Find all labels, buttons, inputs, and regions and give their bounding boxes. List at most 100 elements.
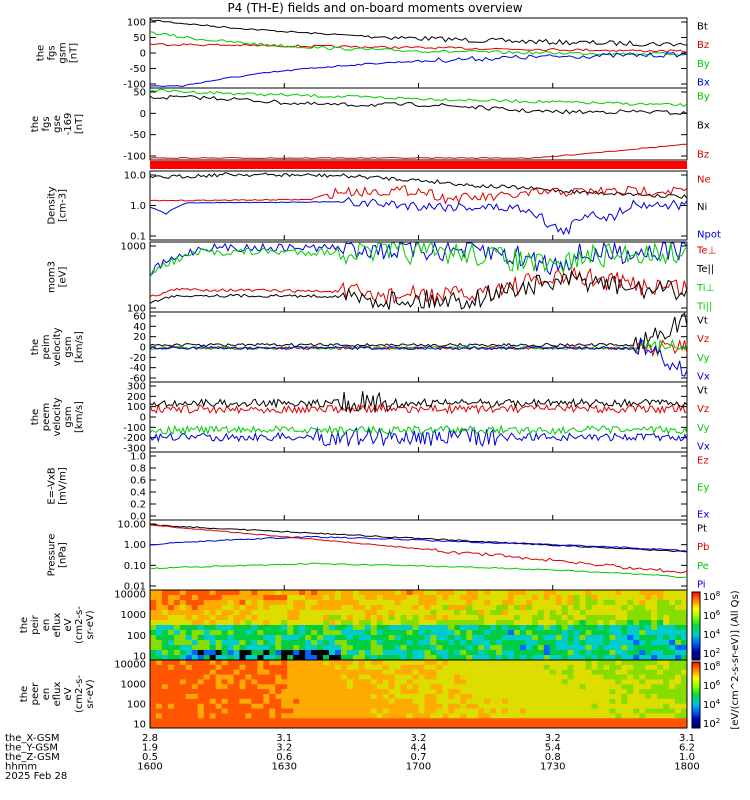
series-te-par2	[149, 269, 688, 310]
y-tick-label: 0.01	[124, 582, 146, 593]
spectro-cell	[478, 698, 485, 705]
spectro-cell	[275, 645, 282, 651]
spectro-cell	[561, 620, 569, 626]
spectro-cell	[364, 620, 372, 626]
spectro-cell	[161, 630, 169, 636]
spectro-cell	[269, 590, 276, 596]
spectro-cell	[209, 650, 217, 656]
spectro-cell	[203, 713, 211, 719]
spectro-cell	[305, 694, 312, 700]
spectro-cell	[597, 674, 604, 680]
spectro-cell	[323, 615, 330, 621]
spectro-cell	[412, 713, 419, 719]
spectro-cell	[484, 718, 491, 724]
spectro-cell	[167, 713, 175, 719]
spectro-cell	[412, 718, 419, 724]
spectro-cell	[591, 660, 598, 666]
spectro-cell	[263, 600, 270, 606]
spectro-cell	[179, 655, 187, 661]
spectro-cell	[621, 703, 628, 709]
spectro-cell	[340, 703, 348, 709]
spectro-cell	[358, 703, 366, 709]
spectro-cell	[293, 650, 300, 656]
spectro-cell	[251, 620, 258, 626]
spectro-cell	[537, 694, 545, 700]
spectro-cell	[173, 684, 181, 690]
spectro-cell	[472, 708, 479, 714]
spectro-cell	[597, 689, 604, 695]
spectro-cell	[275, 640, 282, 646]
spectro-cell	[376, 605, 384, 611]
spectro-cell	[305, 718, 312, 724]
spectro-cell	[227, 664, 234, 671]
spectro-cell	[376, 713, 384, 719]
spectro-cell	[621, 610, 628, 616]
spectro-cell	[197, 679, 205, 685]
series-pe	[149, 562, 687, 578]
spectro-cell	[418, 718, 425, 724]
legend-entry: By	[697, 59, 710, 70]
spectro-cell	[537, 605, 545, 611]
spectro-cell	[155, 669, 163, 675]
spectro-cell	[609, 703, 616, 709]
spectro-cell	[287, 684, 294, 690]
spectro-cell	[346, 679, 354, 685]
y-axis-label: [km/s]	[74, 401, 85, 433]
spectro-cell	[621, 679, 628, 685]
spectro-cell	[263, 635, 270, 641]
spectro-cell	[221, 635, 228, 641]
spectro-cell	[406, 605, 413, 611]
spectro-cell	[597, 694, 604, 700]
spectro-cell	[215, 664, 222, 671]
spectro-cell	[478, 689, 485, 695]
spectro-cell	[484, 625, 491, 631]
spectro-cell	[525, 708, 533, 714]
spectro-cell	[591, 610, 598, 616]
spectro-cell	[340, 615, 348, 621]
spectro-cell	[681, 590, 688, 596]
spectro-cell	[382, 684, 390, 690]
spectro-cell	[287, 669, 294, 675]
spectro-cell	[442, 590, 449, 596]
spectro-cell	[161, 625, 169, 631]
spectro-cell	[657, 650, 664, 656]
spectro-cell	[221, 630, 228, 636]
spectro-cell	[603, 625, 610, 631]
spectro-cell	[543, 650, 551, 656]
spectro-cell	[311, 615, 318, 621]
spectro-cell	[496, 669, 503, 675]
spectro-cell	[478, 610, 485, 616]
spectro-cell	[311, 640, 318, 646]
spectro-cell	[388, 723, 396, 729]
y-axis-label: [eV]	[58, 267, 69, 288]
spectro-cell	[412, 590, 419, 596]
spectro-cell	[382, 718, 390, 724]
spectro-cell	[251, 640, 258, 646]
spectro-cell	[525, 590, 533, 596]
y-tick-label: 100	[127, 18, 146, 29]
spectro-cell	[173, 640, 181, 646]
spectro-cell	[531, 713, 539, 719]
footer-value: 6.2	[679, 743, 695, 754]
spectro-cell	[352, 625, 360, 631]
spectro-cell	[663, 703, 670, 709]
spectro-cell	[537, 723, 545, 729]
y-axis-label: (cm2-s-	[74, 675, 85, 713]
spectro-cell	[257, 664, 264, 671]
spectro-cell	[233, 679, 240, 685]
spectro-cell	[591, 640, 598, 646]
spectro-cell	[448, 645, 455, 651]
spectro-cell	[519, 650, 527, 656]
spectro-cell	[651, 713, 658, 719]
spectro-cell	[585, 640, 592, 646]
spectro-cell	[508, 689, 515, 695]
spectro-cell	[370, 640, 378, 646]
spectro-cell	[436, 660, 443, 666]
spectro-cell	[287, 600, 294, 606]
spectro-cell	[323, 600, 330, 606]
spectro-cell	[657, 718, 664, 724]
spectro-cell	[633, 689, 640, 695]
spectro-cell	[323, 703, 330, 709]
spectro-cell	[579, 723, 586, 729]
spectro-cell	[645, 625, 652, 631]
